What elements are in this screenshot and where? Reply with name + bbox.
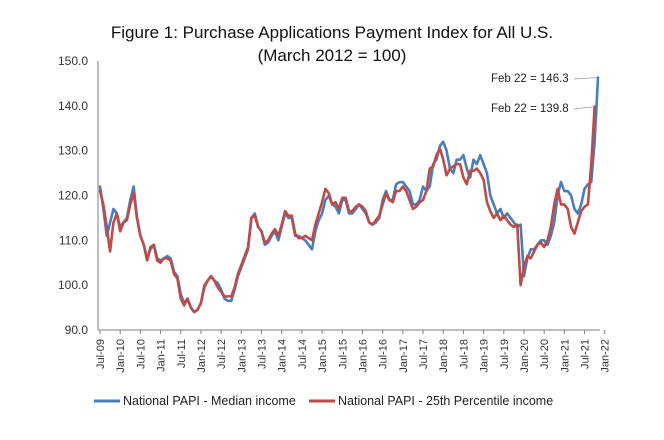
x-tick-label-jul-11: Jul-11 <box>176 339 188 368</box>
x-tick-label-jan-19: Jan-19 <box>479 339 491 373</box>
x-tick-label-jan-14: Jan-14 <box>277 339 289 373</box>
x-tick-label-jul-18: Jul-18 <box>458 339 470 369</box>
y-tick-label-130: 130.0 <box>58 144 88 158</box>
annotation-label-1: Feb 22 = 139.8 <box>491 103 569 115</box>
y-tick-label-140: 140.0 <box>58 99 88 113</box>
annotation-layer: Feb 22 = 146.3 Feb 22 = 139.8 <box>491 73 598 115</box>
annotation-label-0: Feb 22 = 146.3 <box>491 73 569 85</box>
legend-label-median: National PAPI - Median income <box>123 394 296 408</box>
series-line-national-papi-25th-percentile-income <box>98 105 596 314</box>
y-axis: 90.0 100.0 110.0 120.0 130.0 140.0 150.0 <box>58 54 99 337</box>
legend-label-25th-percentile: National PAPI - 25th Percentile income <box>338 394 553 408</box>
y-tick-label-90: 90.0 <box>65 323 89 337</box>
y-tick-label-110: 110.0 <box>59 233 88 247</box>
x-tick-label-jul-10: Jul-10 <box>135 339 147 369</box>
x-tick-label-jul-16: Jul-16 <box>378 339 390 369</box>
y-tick-label-120: 120.0 <box>58 189 88 203</box>
x-tick-label-jan-15: Jan-15 <box>317 339 329 373</box>
annotation-leader-0 <box>573 77 598 80</box>
legend: National PAPI - Median income National P… <box>94 394 553 408</box>
y-tick-label-150: 150.0 <box>58 54 88 68</box>
series-layer <box>98 76 600 314</box>
x-tick-label-jul-14: Jul-14 <box>297 339 309 369</box>
x-tick-label-jul-12: Jul-12 <box>216 339 228 369</box>
x-tick-label-jan-18: Jan-18 <box>438 339 450 373</box>
x-tick-label-jan-21: Jan-21 <box>559 339 571 373</box>
x-tick-label-jan-16: Jan-16 <box>357 339 369 373</box>
x-tick-label-jul-20: Jul-20 <box>539 339 551 369</box>
chart-title: Figure 1: Purchase Applications Payment … <box>111 23 553 42</box>
x-tick-label-jan-13: Jan-13 <box>236 339 248 373</box>
x-tick-label-jan-20: Jan-20 <box>519 339 531 373</box>
x-tick-label-jul-09: Jul-09 <box>95 339 107 369</box>
x-tick-label-jul-15: Jul-15 <box>337 339 349 369</box>
x-tick-label-jan-17: Jan-17 <box>398 339 410 373</box>
annotation-leader-1 <box>573 106 594 110</box>
x-tick-label-jan-12: Jan-12 <box>196 339 208 373</box>
chart-subtitle: (March 2012 = 100) <box>258 46 407 65</box>
x-tick-label-jan-11: Jan-11 <box>156 339 168 372</box>
y-tick-label-100: 100.0 <box>58 278 88 292</box>
x-tick-label-jul-13: Jul-13 <box>257 339 269 369</box>
x-tick-label-jan-10: Jan-10 <box>115 339 127 373</box>
x-tick-label-jul-17: Jul-17 <box>418 339 430 369</box>
x-tick-label-jul-21: Jul-21 <box>580 339 592 369</box>
series-line-national-papi-median-income <box>98 76 600 314</box>
x-tick-label-jul-19: Jul-19 <box>499 339 511 369</box>
x-axis: Jul-09 Jan-10 Jul-10 Jan-11 Jul-11 Jan-12 Jul-… <box>95 329 612 373</box>
x-tick-label-jan-22: Jan-22 <box>600 339 612 373</box>
